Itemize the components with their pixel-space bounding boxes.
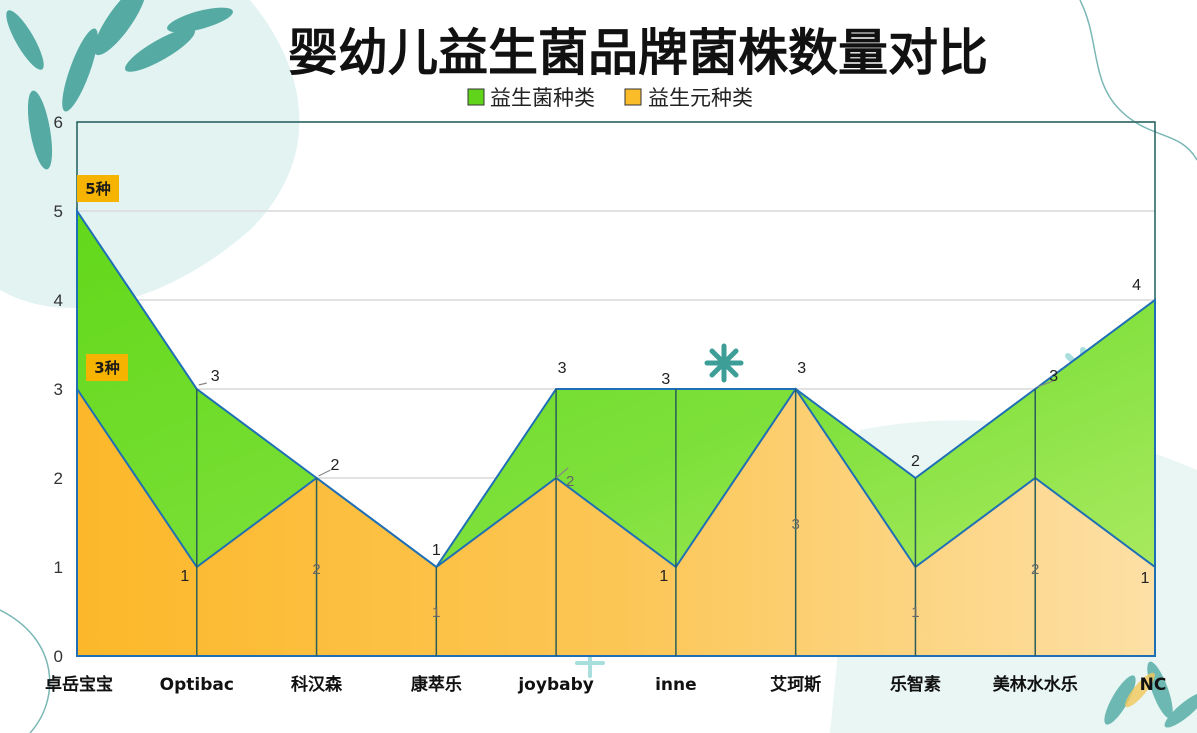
data-label: 2 bbox=[312, 561, 320, 578]
data-label: 1 bbox=[432, 604, 440, 621]
data-label: 1 bbox=[659, 568, 668, 585]
x-tick-label: 美林水水乐 bbox=[993, 674, 1078, 695]
data-label: 3 bbox=[558, 360, 567, 377]
data-label: 3 bbox=[661, 371, 670, 388]
callout-label: 3种 bbox=[94, 359, 119, 377]
data-label: 3 bbox=[1049, 368, 1058, 385]
series-areas bbox=[76, 207, 1156, 657]
legend-label: 益生菌种类 bbox=[490, 86, 595, 110]
data-label: 3 bbox=[791, 516, 799, 533]
y-tick-label: 4 bbox=[54, 291, 63, 310]
data-label: 2 bbox=[566, 473, 574, 490]
data-label: 1 bbox=[432, 542, 441, 559]
data-label: 2 bbox=[911, 453, 920, 470]
y-tick-label: 1 bbox=[54, 558, 63, 577]
x-tick-label: 康萃乐 bbox=[411, 674, 462, 695]
y-tick-label: 3 bbox=[54, 380, 63, 399]
x-tick-label: NC bbox=[1140, 675, 1167, 695]
x-tick-label: 卓岳宝宝 bbox=[45, 674, 113, 695]
callout-box bbox=[77, 175, 119, 202]
data-label: 3 bbox=[211, 368, 220, 385]
legend: 益生菌种类 益生元种类 bbox=[467, 86, 753, 110]
data-label: 1 bbox=[180, 568, 189, 585]
leader-line bbox=[555, 467, 569, 479]
x-tick-label: Optibac bbox=[160, 675, 234, 695]
y-axis: 0 1 2 3 4 5 6 bbox=[54, 113, 63, 666]
data-label: 2 bbox=[1031, 561, 1039, 578]
x-axis: 卓岳宝宝 Optibac 科汉森 康萃乐 joybaby inne 艾珂斯 乐智素 美林水水乐 N… bbox=[45, 674, 1166, 695]
x-tick-label: joybaby bbox=[517, 675, 593, 695]
y-tick-label: 6 bbox=[54, 113, 63, 132]
y-tick-label: 5 bbox=[54, 202, 63, 221]
callout-box bbox=[86, 354, 128, 381]
chart-title: 婴幼儿益生菌品牌菌株数量对比 bbox=[288, 24, 988, 82]
data-label: 4 bbox=[1132, 277, 1141, 294]
legend-swatch-probiotic bbox=[467, 88, 485, 106]
x-tick-label: 艾珂斯 bbox=[770, 674, 821, 695]
legend-label: 益生元种类 bbox=[648, 86, 753, 110]
data-label: 1 bbox=[911, 604, 919, 621]
data-label: 2 bbox=[331, 457, 340, 474]
y-tick-label: 0 bbox=[54, 647, 63, 666]
data-labels: 3 2 1 3 3 3 2 3 4 1 2 1 2 1 3 1 2 1 bbox=[180, 277, 1149, 621]
x-tick-label: 科汉森 bbox=[291, 674, 343, 695]
drop-lines bbox=[196, 389, 1036, 656]
data-label: 1 bbox=[1141, 570, 1150, 587]
y-tick-label: 2 bbox=[54, 469, 63, 488]
data-label: 3 bbox=[797, 360, 806, 377]
leader-line bbox=[1037, 380, 1054, 388]
callout-label: 5种 bbox=[85, 180, 110, 198]
legend-swatch-prebiotic bbox=[624, 88, 642, 106]
annotations: 5种 3种 bbox=[77, 175, 128, 381]
leader-line bbox=[198, 382, 207, 386]
x-tick-label: inne bbox=[655, 675, 697, 695]
x-tick-label: 乐智素 bbox=[890, 674, 941, 695]
leader-line bbox=[318, 469, 331, 477]
